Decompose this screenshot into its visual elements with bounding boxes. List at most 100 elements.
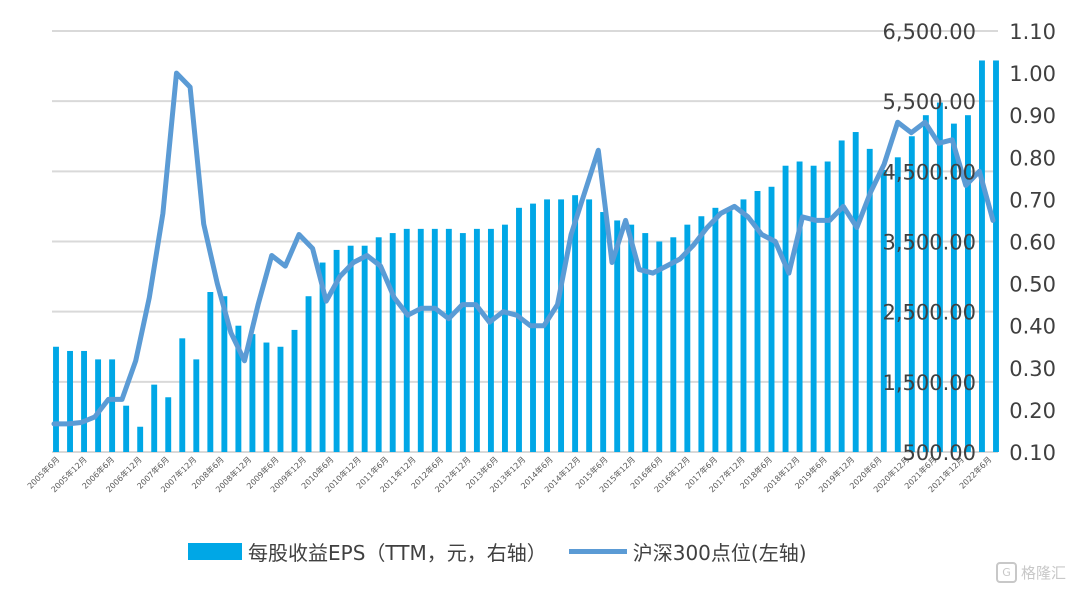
eps-bar [922, 115, 929, 452]
hs300-line-path [51, 70, 996, 427]
eps-bar [726, 207, 733, 452]
eps-bar [768, 186, 775, 452]
legend-line-label: 沪深300点位(左轴) [632, 540, 807, 565]
left-tick-label: 5,500.00 [882, 90, 976, 114]
eps-bar [375, 237, 382, 452]
eps-bar [782, 165, 789, 452]
eps-bar [852, 132, 859, 453]
eps-bar [95, 359, 102, 452]
right-axis-ticks: 0.10 0.20 0.30 0.40 0.50 0.60 0.70 0.80 0.90 1.00… [1009, 20, 1056, 465]
x-axis-ticks: 2005年6月2005年12月2006年6月2006年12月2007年6月200… [25, 454, 993, 494]
legend-line-swatch [568, 548, 627, 554]
eps-bar [979, 60, 985, 452]
eps-bar [165, 397, 172, 452]
eps-bar [824, 161, 831, 452]
eps-bar [67, 350, 73, 452]
eps-bar [403, 228, 410, 452]
left-axis-ticks: 500.00 1,500.00 2,500.00 3,500.00 4,500.00 5,… [882, 20, 976, 465]
watermark: G 格隆汇 [995, 562, 1066, 583]
eps-bar [487, 228, 494, 452]
eps-bar [754, 190, 761, 453]
eps-bar [502, 224, 508, 452]
eps-bar [614, 220, 621, 452]
eps-bar [810, 165, 817, 452]
eps-bar [193, 359, 200, 452]
right-tick-label: 0.80 [1009, 146, 1056, 170]
eps-bar [81, 350, 88, 452]
eps-bar [249, 334, 256, 452]
right-tick-label: 0.60 [1009, 231, 1056, 255]
eps-bar [431, 228, 438, 452]
eps-bar [151, 384, 158, 452]
eps-bar [936, 102, 943, 452]
eps-bar [993, 60, 999, 452]
left-tick-label: 500.00 [903, 441, 976, 465]
left-tick-label: 2,500.00 [882, 301, 976, 325]
eps-bar [263, 342, 270, 452]
eps-bars [53, 60, 999, 453]
legend: 每股收益EPS（TTM，元，右轴） 沪深300点位(左轴) [188, 536, 807, 566]
eps-bar [207, 292, 214, 452]
eps-bar [964, 115, 971, 452]
right-tick-label: 1.00 [1009, 62, 1056, 86]
eps-bar [417, 228, 424, 452]
eps-bar [109, 359, 116, 452]
eps-bar [516, 207, 522, 452]
eps-bar [698, 216, 705, 452]
left-tick-label: 6,500.00 [882, 20, 976, 44]
eps-bar [712, 207, 719, 452]
eps-bar [347, 245, 354, 452]
eps-bar [894, 157, 901, 453]
eps-bar [880, 169, 887, 452]
eps-bar [291, 329, 298, 452]
eps-bar [908, 136, 915, 452]
eps-bar [572, 195, 579, 452]
eps-bar [459, 233, 466, 452]
eps-bar [319, 262, 326, 452]
eps-bar [333, 249, 340, 452]
eps-bar [866, 148, 873, 452]
eps-bar [642, 233, 649, 452]
left-tick-label: 4,500.00 [882, 160, 976, 184]
eps-bar [796, 161, 803, 452]
hs300-line [51, 70, 996, 427]
left-tick-label: 3,500.00 [882, 231, 976, 255]
eps-bar [361, 245, 368, 452]
eps-bar [445, 228, 452, 452]
eps-bar [179, 338, 186, 452]
right-tick-label: 0.90 [1009, 104, 1056, 128]
eps-bar [473, 228, 480, 452]
eps-bar [277, 346, 284, 452]
right-tick-label: 0.40 [1009, 315, 1056, 339]
eps-bar [305, 296, 312, 452]
eps-bar [684, 224, 691, 452]
eps-bar [53, 346, 59, 452]
eps-bar [656, 241, 663, 452]
eps-bar [670, 237, 677, 452]
eps-bar [123, 405, 130, 452]
eps-bar [389, 233, 396, 452]
eps-bar [740, 199, 747, 452]
eps-bar [838, 140, 845, 452]
eps-bar [235, 325, 242, 452]
eps-bar [137, 426, 144, 452]
logo-icon: G [995, 562, 1017, 583]
eps-bar [586, 199, 593, 452]
legend-bar-label: 每股收益EPS（TTM，元，右轴） [248, 540, 547, 565]
eps-bar [628, 224, 635, 452]
eps-bar [600, 212, 607, 452]
eps-bar [544, 199, 550, 452]
right-tick-label: 1.10 [1009, 20, 1056, 44]
right-tick-label: 0.50 [1009, 273, 1056, 297]
right-tick-label: 0.20 [1009, 399, 1056, 423]
eps-bar [558, 199, 565, 452]
right-tick-label: 0.10 [1009, 441, 1056, 465]
right-tick-label: 0.70 [1009, 188, 1056, 212]
eps-bar [221, 296, 228, 452]
eps-bar [950, 123, 957, 453]
right-tick-label: 0.30 [1009, 357, 1056, 381]
legend-bar-swatch [188, 542, 242, 560]
watermark-text: 格隆汇 [1020, 564, 1066, 582]
left-tick-label: 1,500.00 [882, 371, 976, 395]
